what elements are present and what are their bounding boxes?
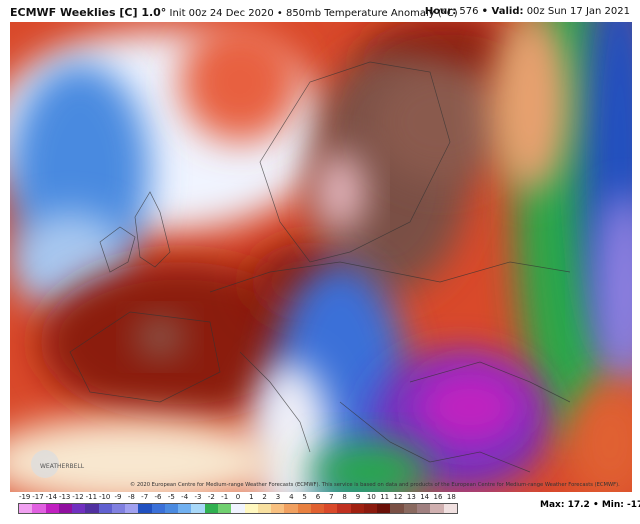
colorbar-swatch (32, 504, 46, 513)
anomaly-area (138, 319, 182, 355)
anomaly-area (315, 152, 365, 232)
colorbar-label: 6 (315, 493, 321, 501)
stats: Max: 17.2 • Min: -17.9 (540, 500, 640, 510)
colorbar-swatch (297, 504, 311, 513)
colorbar-label: 9 (355, 493, 361, 501)
valid-info: Hour: 576 • Valid: 00z Sun 17 Jan 2021 (425, 6, 630, 17)
colorbar-swatch (19, 504, 33, 513)
colorbar-label: -1 (221, 493, 229, 501)
colorbar-label: -11 (85, 493, 98, 501)
max: 17.2 (567, 500, 590, 510)
valid-label: • Valid: (481, 6, 524, 17)
colorbar-swatch (111, 504, 126, 513)
colorbar-label: 0 (235, 493, 241, 501)
colorbar: -19 -17 -14 -13 -12 -11 -10 -9 -8 -7 -6 -5 -4 -3 -2 -1 0… (18, 493, 458, 514)
logo-mark (31, 450, 59, 478)
colorbar-label: -10 (98, 493, 111, 501)
colorbar-label: -8 (127, 493, 135, 501)
hour: 576 (459, 6, 479, 17)
colorbar-bar (18, 503, 458, 514)
anomaly-area (415, 367, 525, 447)
colorbar-swatch (390, 504, 404, 513)
anomaly-area (370, 62, 510, 182)
colorbar-label: 11 (380, 493, 390, 501)
coastlines (69, 61, 571, 473)
colorbar-swatch (377, 504, 391, 513)
colorbar-label: -17 (32, 493, 44, 501)
colorbar-swatch (416, 504, 431, 513)
colorbar-swatch (125, 504, 139, 513)
colorbar-label: 7 (329, 493, 334, 501)
anomaly-area (490, 22, 570, 192)
max-label: Max: (540, 500, 565, 510)
colorbar-label: 13 (406, 493, 416, 501)
colorbar-swatch (443, 504, 457, 513)
colorbar-label: 5 (302, 493, 307, 501)
colorbar-label: -9 (114, 493, 122, 501)
colorbar-swatch (138, 504, 152, 513)
colorbar-label: 2 (262, 493, 267, 501)
colorbar-label: -13 (58, 493, 71, 501)
colorbar-label: 3 (275, 493, 281, 501)
colorbar-swatch (350, 504, 364, 513)
colorbar-label: -5 (167, 493, 175, 501)
valid: 00z Sun 17 Jan 2021 (526, 6, 630, 17)
colorbar-label: -6 (154, 493, 162, 501)
colorbar-swatch (217, 504, 232, 513)
colorbar-label: -12 (72, 493, 84, 501)
anomaly-area (595, 192, 632, 392)
colorbar-swatch (58, 504, 73, 513)
colorbar-swatch (178, 504, 192, 513)
colorbar-label: 18 (446, 493, 456, 501)
colorbar-swatch (72, 504, 86, 513)
anomaly-area (10, 417, 280, 492)
colorbar-swatch (271, 504, 285, 513)
colorbar-label: -2 (207, 493, 215, 501)
anomaly-area (565, 382, 632, 492)
colorbar-swatch (231, 504, 245, 513)
colorbar-swatch (310, 504, 325, 513)
colorbar-swatch (324, 504, 338, 513)
colorbar-swatch (204, 504, 218, 513)
colorbar-swatch (45, 504, 59, 513)
colorbar-swatch (257, 504, 272, 513)
colorbar-swatch (164, 504, 179, 513)
colorbar-swatch (244, 504, 258, 513)
colorbar-swatch (98, 504, 112, 513)
colorbar-label: 1 (249, 493, 254, 501)
min-label: • Min: (592, 500, 624, 510)
colorbar-swatch (337, 504, 351, 513)
colorbar-swatch (363, 504, 378, 513)
colorbar-swatch (284, 504, 298, 513)
colorbar-label: 4 (289, 493, 294, 501)
colorbar-label: 14 (420, 493, 430, 501)
colorbar-swatch (430, 504, 444, 513)
colorbar-label: -19 (18, 493, 31, 501)
colorbar-labels: -19 -17 -14 -13 -12 -11 -10 -9 -8 -7 -6 -5 -4 -3 -2 -1 0… (18, 493, 458, 503)
title: ECMWF Weeklies [C] 1.0° (10, 6, 167, 19)
subtitle: Init 00z 24 Dec 2020 • 850mb Temperature… (169, 8, 458, 19)
colorbar-swatch (85, 504, 99, 513)
anomaly-area (180, 22, 300, 142)
min: -17.9 (627, 500, 640, 510)
colorbar-label: -7 (141, 493, 149, 501)
colorbar-label: 8 (342, 493, 347, 501)
colorbar-swatch (191, 504, 205, 513)
title-bar: ECMWF Weeklies [C] 1.0° Init 00z 24 Dec … (10, 6, 458, 19)
colorbar-swatch (151, 504, 165, 513)
colorbar-label: 10 (366, 493, 376, 501)
hour-label: Hour: (424, 6, 457, 17)
colorbar-label: -3 (194, 493, 202, 501)
map: WEATHERBELL © 2020 European Centre for M… (10, 22, 632, 492)
colorbar-label: 12 (393, 493, 403, 501)
colorbar-label: -4 (181, 493, 189, 501)
colorbar-label: 16 (433, 493, 443, 501)
logo: WEATHERBELL (40, 463, 85, 470)
colorbar-swatch (403, 504, 417, 513)
colorbar-label: -14 (45, 493, 58, 501)
copyright: © 2020 European Centre for Medium-range … (130, 481, 620, 488)
anomaly-area (310, 442, 430, 492)
